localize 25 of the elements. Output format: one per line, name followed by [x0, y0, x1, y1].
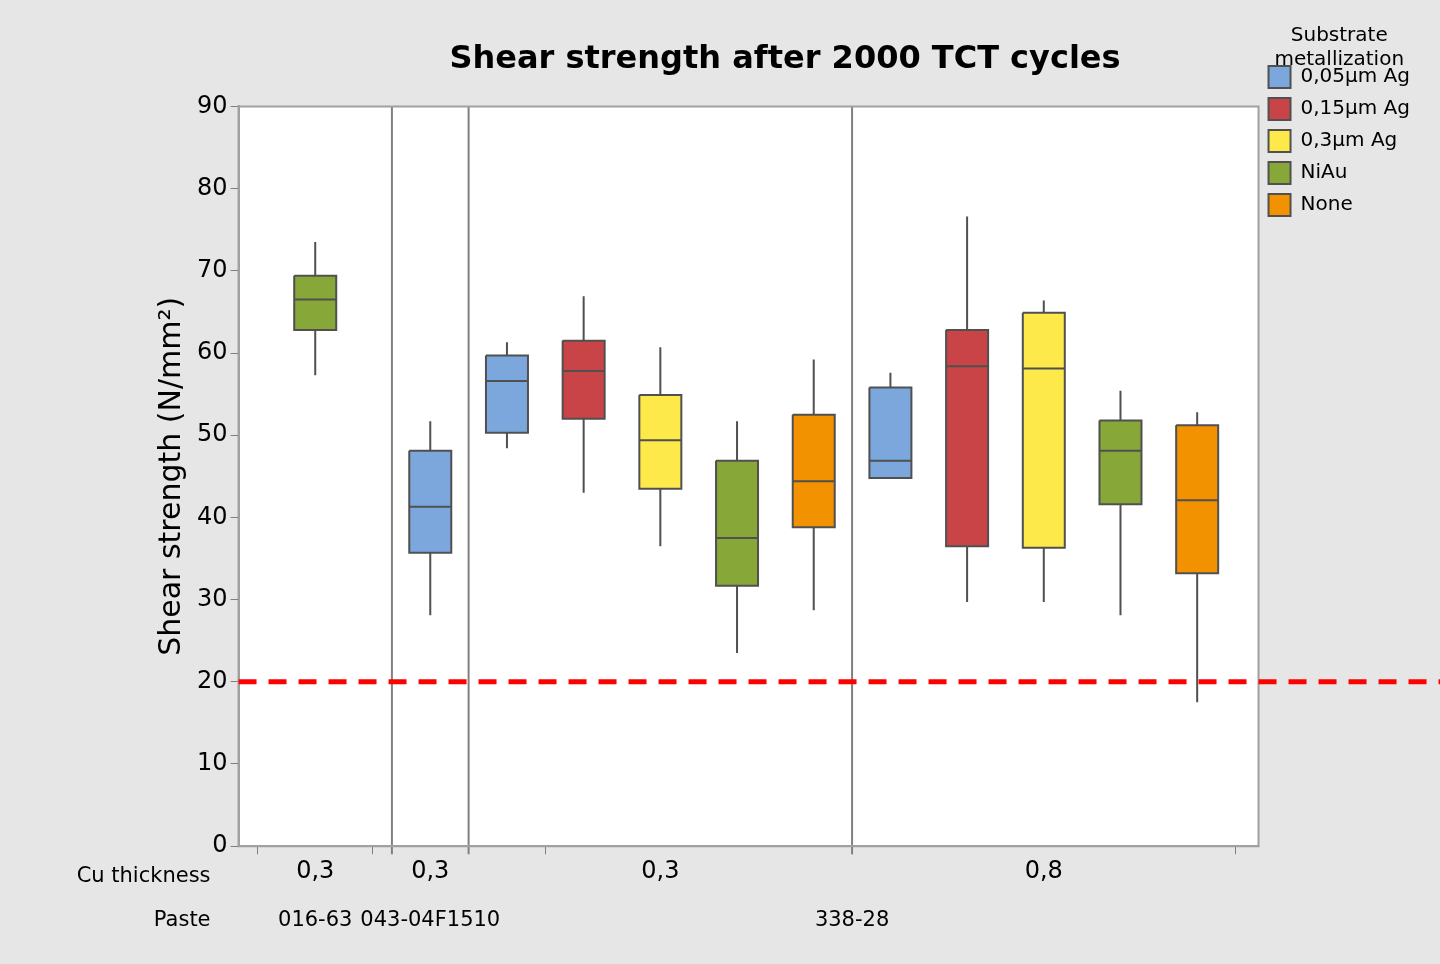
y-tick-label: 50 [196, 419, 228, 448]
chart-title: Shear strength after 2000 TCT cycles [449, 37, 1121, 76]
text: Cu thickness [76, 862, 211, 887]
legend-label: None [1300, 191, 1353, 216]
text: 016-63 [278, 906, 353, 931]
x-tick-label: 0,3 [296, 855, 335, 884]
y-tick-label: 40 [196, 501, 228, 530]
y-axis-title: Shear strength (N/mm²) [151, 296, 187, 656]
x-tick-label: 0,3 [411, 855, 450, 884]
legend-label: NiAu [1300, 159, 1348, 184]
x-tick-label: 0,8 [1024, 855, 1063, 884]
y-tick-label: 80 [196, 172, 228, 201]
text: 043-04F1510 [360, 906, 501, 931]
legend-label: 0,15µm Ag [1300, 95, 1411, 120]
x-tick-label: 0,3 [641, 855, 680, 884]
y-tick-label: 90 [196, 90, 228, 119]
text: Paste [153, 906, 211, 931]
y-tick-label: 20 [196, 666, 228, 695]
text: 338-28 [814, 906, 890, 931]
y-tick-label: 30 [196, 583, 228, 612]
y-tick-label: 0 [212, 830, 228, 859]
y-tick-label: 60 [196, 337, 228, 366]
y-tick-label: 10 [196, 748, 228, 777]
y-tick-label: 70 [196, 255, 228, 284]
legend-label: 0,3µm Ag [1300, 127, 1398, 152]
